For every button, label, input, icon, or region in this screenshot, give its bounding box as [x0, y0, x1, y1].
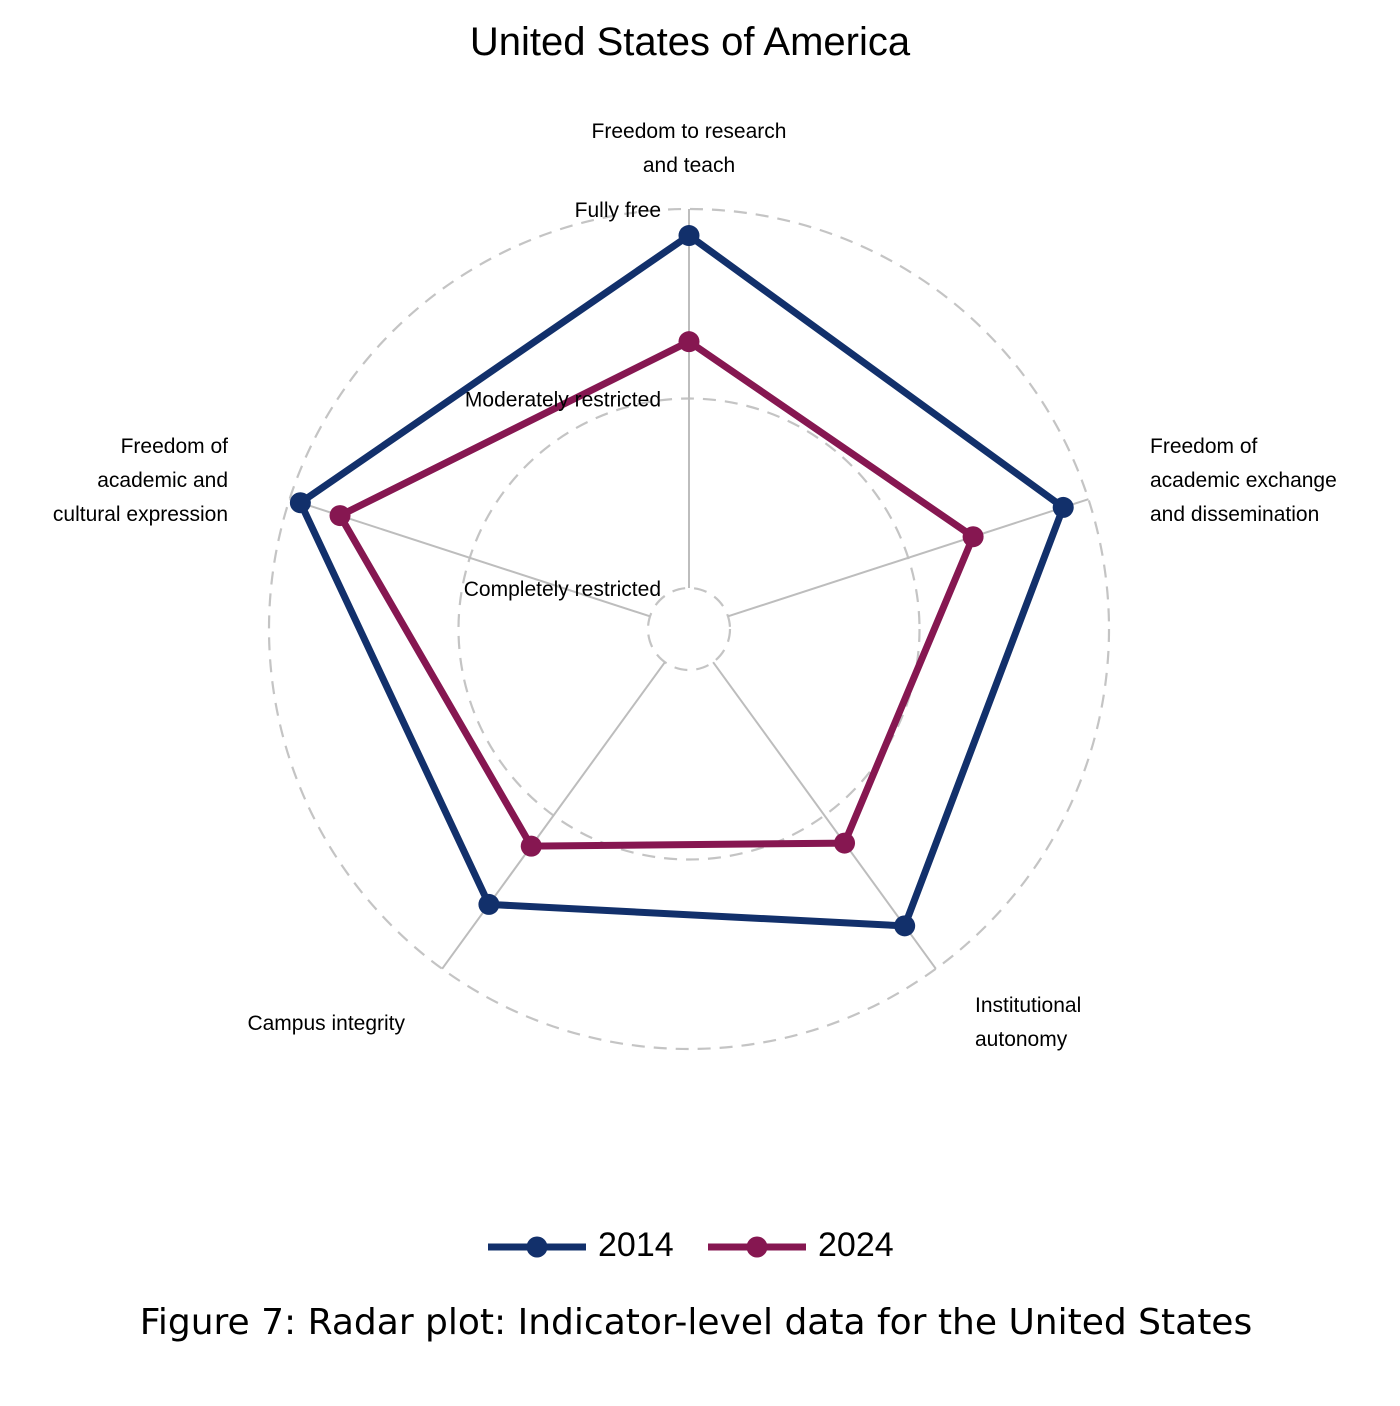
series-point-2024-0 — [678, 331, 700, 353]
axis-label-4: Freedom of academic and cultural expressio… — [53, 435, 228, 526]
series-point-2014-1 — [1052, 496, 1074, 518]
axis-label-0: Freedom to research and teach — [592, 120, 787, 177]
axis-label-3: Campus integrity — [247, 1012, 405, 1035]
legend-item-2014: 2014 — [488, 1222, 708, 1272]
radar-grid — [267, 207, 1111, 1051]
series-line-2014 — [295, 231, 1068, 930]
legend-swatch-2014 — [488, 1236, 586, 1258]
series-point-2014-0 — [678, 225, 700, 247]
axis-label-2: Institutional autonomy — [975, 994, 1081, 1051]
radar-labels: Completely restricted Moderately restrict… — [53, 120, 1337, 1051]
legend-label-2024: 2024 — [818, 1226, 894, 1264]
series-point-2014-2 — [894, 915, 916, 937]
series-line-2024 — [335, 337, 978, 850]
chart-title: United States of America — [469, 20, 911, 64]
ring-label-0: Completely restricted — [464, 578, 661, 601]
series-point-2014-4 — [289, 492, 311, 514]
ring-label-2: Fully free — [575, 199, 661, 222]
series-point-2024-1 — [962, 526, 984, 548]
legend-swatch-marker — [746, 1236, 768, 1258]
legend-swatch-2024 — [708, 1236, 806, 1258]
grid-ring-0 — [646, 586, 732, 672]
figure-caption: Figure 7: Radar plot: Indicator-level da… — [139, 1302, 1253, 1343]
radar-chart: Completely restricted Moderately restrict… — [53, 120, 1337, 1051]
axis-spoke-3 — [441, 661, 666, 970]
legend-label-2014: 2014 — [598, 1226, 674, 1264]
grid-ring-2 — [267, 207, 1111, 1051]
series-point-2024-4 — [329, 505, 351, 527]
legend-item-2024: 2024 — [708, 1222, 928, 1272]
radar-series — [289, 225, 1074, 937]
legend-swatch-marker — [526, 1236, 548, 1258]
ring-label-1: Moderately restricted — [465, 389, 661, 412]
series-point-2024-3 — [520, 835, 542, 857]
axis-spoke-1 — [727, 498, 1089, 618]
legend: 2014 2024 — [0, 1222, 1400, 1272]
series-point-2014-3 — [478, 893, 500, 915]
series-point-2024-2 — [834, 832, 856, 854]
axis-label-1: Freedom of academic exchange and dissemina… — [1150, 435, 1337, 526]
